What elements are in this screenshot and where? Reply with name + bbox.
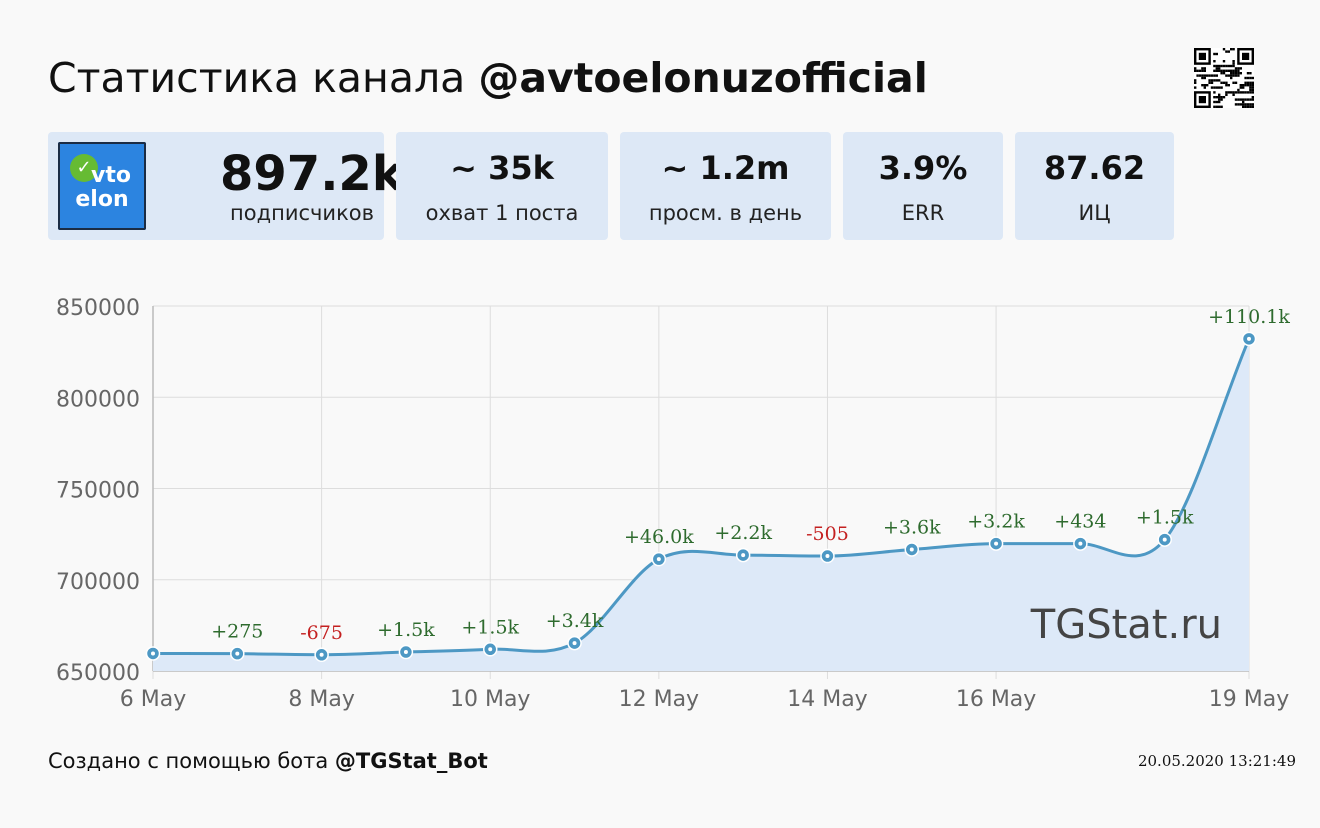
delta-label: +275: [211, 621, 263, 643]
data-point-center: [151, 651, 155, 656]
reach-label: охват 1 поста: [425, 201, 579, 225]
data-point-center: [1162, 537, 1167, 542]
reach-value: ~ 35k: [450, 149, 554, 187]
subscribers-label: подписчиков: [230, 201, 374, 225]
err-label: ERR: [901, 201, 945, 225]
footer-prefix: Создано с помощью бота: [48, 749, 329, 773]
err-value: 3.9%: [878, 149, 968, 187]
stat-subscribers: ✓ vto elon 897.2k подписчиков: [48, 132, 404, 240]
y-tick-label: 850000: [56, 296, 140, 321]
channel-avatar: ✓ vto elon: [58, 142, 146, 230]
x-tick-label: 10 May: [450, 687, 530, 712]
watermark: TGStat.ru: [1030, 602, 1222, 648]
logo-line2: elon: [75, 187, 129, 212]
y-tick-label: 800000: [56, 387, 140, 412]
series-area: [153, 338, 1249, 671]
y-tick-label: 650000: [56, 661, 140, 686]
delta-label: +1.5k: [461, 616, 519, 638]
data-point-center: [994, 541, 999, 546]
delta-label: +1.5k: [377, 619, 435, 641]
data-point-center: [488, 647, 493, 652]
stat-citation-index: 87.62 ИЦ: [1015, 132, 1174, 240]
x-tick-label: 8 May: [288, 687, 354, 712]
verified-check-icon: ✓: [70, 154, 98, 182]
x-tick-label: 19 May: [1209, 687, 1289, 712]
data-point-center: [656, 557, 661, 562]
y-tick-label: 750000: [56, 479, 140, 504]
stat-daily-views: ~ 1.2m просм. в день: [620, 132, 831, 240]
citation-index-value: 87.62: [1043, 149, 1146, 187]
logo-line1: vto: [91, 163, 131, 188]
delta-label: -505: [806, 523, 849, 545]
timestamp: 20.05.2020 13:21:49: [1137, 752, 1296, 770]
x-tick-label: 6 May: [120, 687, 186, 712]
data-point-center: [319, 652, 324, 657]
series-line: [152, 338, 1251, 657]
citation-index-label: ИЦ: [1078, 201, 1111, 225]
data-point-center: [825, 554, 830, 559]
data-point-center: [572, 641, 577, 646]
data-point-center: [235, 651, 240, 656]
stat-err: 3.9% ERR: [843, 132, 1003, 240]
delta-label: +46.0k: [624, 526, 694, 548]
data-point-center: [741, 553, 746, 558]
channel-name[interactable]: @avtoelonuzofficial: [478, 54, 928, 102]
delta-label: +2.2k: [714, 522, 772, 544]
data-point-center: [1078, 541, 1083, 546]
delta-label: +3.4k: [546, 610, 604, 632]
title-prefix: Статистика канала: [48, 54, 466, 102]
x-tick-label: 16 May: [956, 687, 1036, 712]
delta-label: +3.6k: [883, 516, 941, 538]
delta-label: +434: [1054, 511, 1106, 533]
data-point-center: [403, 650, 408, 655]
x-tick-label: 12 May: [619, 687, 699, 712]
x-tick-label: 14 May: [787, 687, 867, 712]
qr-code-icon: [1194, 48, 1254, 108]
bot-link[interactable]: @TGStat_Bot: [334, 749, 488, 773]
data-point-center: [909, 547, 914, 552]
daily-views-value: ~ 1.2m: [661, 149, 790, 187]
stat-reach: ~ 35k охват 1 поста: [396, 132, 608, 240]
daily-views-label: просм. в день: [648, 201, 803, 225]
delta-label: +110.1k: [1208, 306, 1290, 328]
delta-label: +1.5k: [1136, 507, 1194, 529]
y-tick-label: 700000: [56, 570, 140, 595]
delta-label: -675: [300, 622, 343, 644]
subscribers-value: 897.2k: [220, 146, 404, 202]
footer-credit: Создано с помощью бота @TGStat_Bot: [48, 746, 488, 776]
delta-label: +3.2k: [967, 511, 1025, 533]
data-point-center: [1247, 336, 1251, 341]
page-title: Статистика канала @avtoelonuzofficial: [48, 50, 928, 106]
